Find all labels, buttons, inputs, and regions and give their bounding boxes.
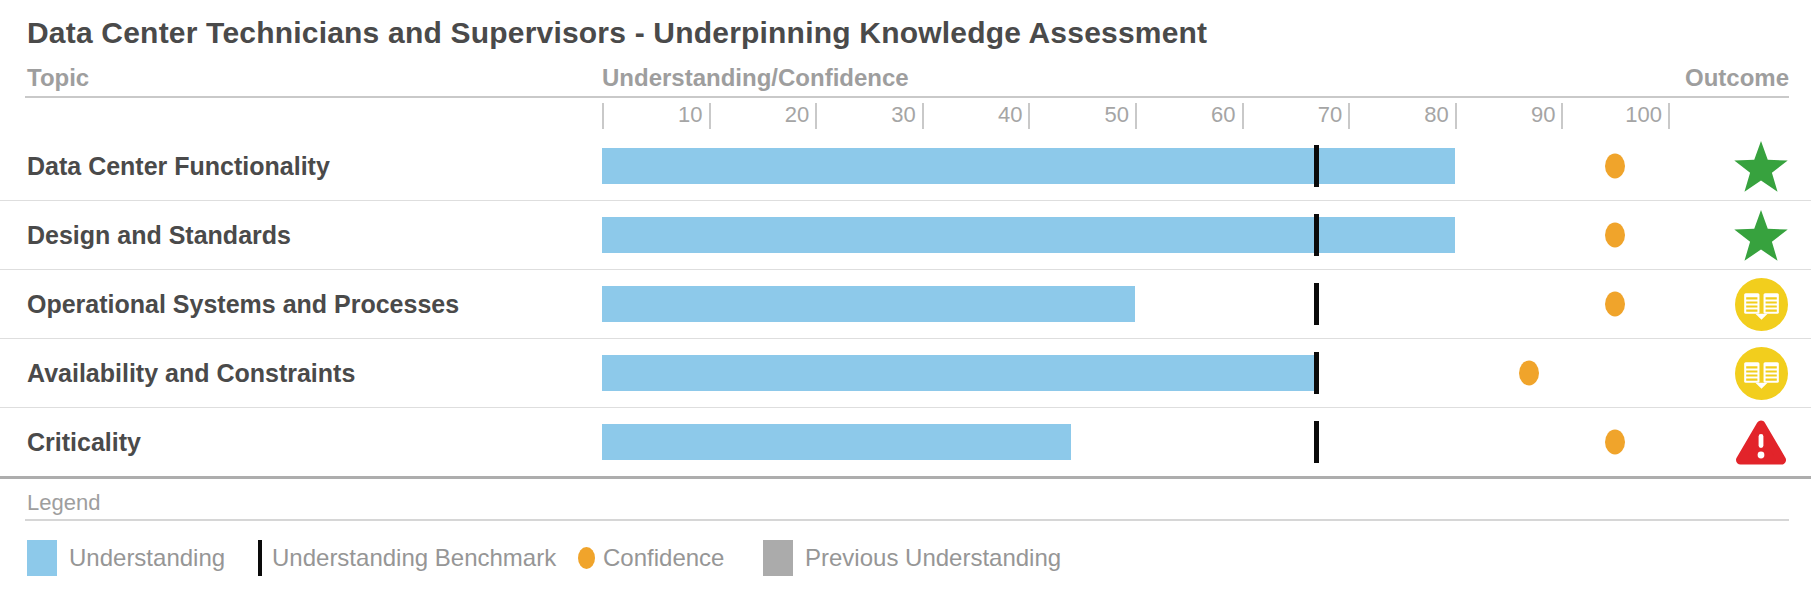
axis-tick-label: 80	[1379, 102, 1449, 128]
axis-tick-label: 10	[633, 102, 703, 128]
outcome-icon-cell	[1725, 412, 1797, 472]
axis-tick-mark	[1455, 103, 1457, 129]
row-plot-area	[602, 270, 1668, 338]
axis-tick-mark	[815, 103, 817, 129]
confidence-dot	[1605, 223, 1625, 248]
legend-item-label: Understanding Benchmark	[272, 544, 556, 572]
table-row: Design and Standards	[0, 201, 1811, 270]
axis-tick-label: 70	[1272, 102, 1342, 128]
column-headers: Topic Understanding/Confidence Outcome	[0, 64, 1811, 94]
axis-tick-label: 20	[739, 102, 809, 128]
legend-item-label: Understanding	[69, 544, 225, 572]
legend-item-benchmark: Understanding Benchmark	[258, 536, 556, 580]
understanding-benchmark-tick	[1314, 421, 1319, 463]
axis-tick-mark	[602, 103, 604, 129]
warning-icon	[1735, 418, 1787, 466]
axis-tick-mark	[922, 103, 924, 129]
legend-item-previous: Previous Understanding	[763, 536, 1061, 580]
table-row: Availability and Constraints	[0, 339, 1811, 408]
page-title: Data Center Technicians and Supervisors …	[27, 16, 1207, 50]
topic-label: Availability and Constraints	[27, 359, 355, 388]
table-row: Criticality	[0, 408, 1811, 479]
topic-label: Operational Systems and Processes	[27, 290, 459, 319]
assessment-rows: Data Center Functionality Design and Sta…	[0, 132, 1811, 479]
outcome-column-header: Outcome	[1685, 64, 1789, 92]
outcome-icon-cell	[1725, 343, 1797, 403]
legend-item-label: Confidence	[603, 544, 724, 572]
understanding-bar	[602, 286, 1135, 322]
understanding-benchmark-tick	[1314, 214, 1319, 256]
outcome-icon-cell	[1725, 136, 1797, 196]
axis-tick-label: 100	[1592, 102, 1662, 128]
axis-tick-mark	[1668, 103, 1670, 129]
table-row: Data Center Functionality	[0, 132, 1811, 201]
axis-tick-mark	[1561, 103, 1563, 129]
axis-tick-label: 60	[1166, 102, 1236, 128]
legend-title: Legend	[27, 490, 100, 516]
understanding-bar	[602, 355, 1316, 391]
understanding-bar	[602, 148, 1455, 184]
x-axis: 10 20 30 40 50 60 70 80 90 100	[0, 99, 1811, 132]
confidence-dot	[1605, 154, 1625, 179]
axis-tick-mark	[1028, 103, 1030, 129]
topic-label: Criticality	[27, 428, 141, 457]
book-icon	[1735, 347, 1788, 400]
row-plot-area	[602, 408, 1668, 476]
axis-tick-mark	[1135, 103, 1137, 129]
topic-column-header: Topic	[27, 64, 89, 92]
understanding-confidence-column-header: Understanding/Confidence	[602, 64, 909, 92]
legend-item-understanding: Understanding	[27, 536, 225, 580]
outcome-icon-cell	[1725, 205, 1797, 265]
assessment-report: Data Center Technicians and Supervisors …	[0, 0, 1811, 607]
axis-tick-label: 30	[846, 102, 916, 128]
star-icon	[1733, 209, 1789, 262]
confidence-legend-swatch	[578, 547, 595, 569]
understanding-bar	[602, 424, 1071, 460]
topic-label: Data Center Functionality	[27, 152, 330, 181]
understanding-bar	[602, 217, 1455, 253]
axis-tick-label: 90	[1485, 102, 1555, 128]
axis-tick-label: 50	[1059, 102, 1129, 128]
outcome-icon-cell	[1725, 274, 1797, 334]
confidence-dot	[1605, 430, 1625, 455]
understanding-legend-swatch	[27, 540, 57, 576]
row-plot-area	[602, 132, 1668, 200]
legend-item-label: Previous Understanding	[805, 544, 1061, 572]
axis-tick-mark	[1242, 103, 1244, 129]
legend-divider	[25, 519, 1789, 521]
axis-tick-label: 40	[952, 102, 1022, 128]
legend-item-confidence: Confidence	[578, 536, 724, 580]
row-plot-area	[602, 339, 1668, 407]
previous-legend-swatch	[763, 540, 793, 576]
benchmark-legend-swatch	[258, 540, 262, 576]
understanding-benchmark-tick	[1314, 283, 1319, 325]
star-icon	[1733, 140, 1789, 193]
confidence-dot	[1605, 292, 1625, 317]
header-divider	[25, 96, 1789, 98]
axis-tick-mark	[1348, 103, 1350, 129]
book-icon	[1735, 278, 1788, 331]
table-row: Operational Systems and Processes	[0, 270, 1811, 339]
topic-label: Design and Standards	[27, 221, 291, 250]
axis-tick-mark	[709, 103, 711, 129]
legend-items: Understanding Understanding Benchmark Conf…	[0, 536, 1811, 580]
understanding-benchmark-tick	[1314, 352, 1319, 394]
confidence-dot	[1519, 361, 1539, 386]
understanding-benchmark-tick	[1314, 145, 1319, 187]
x-axis-ticks: 10 20 30 40 50 60 70 80 90 100	[602, 99, 1668, 132]
row-plot-area	[602, 201, 1668, 269]
